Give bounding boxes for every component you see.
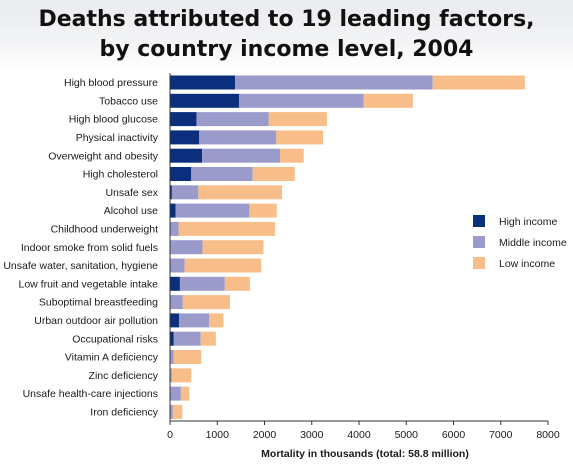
bar-segment-middle-income — [170, 295, 183, 310]
bar-segment-low-income — [180, 386, 190, 401]
bar-segment-middle-income — [235, 75, 433, 90]
category-label: Urban outdoor air pollution — [34, 315, 158, 327]
bar-segment-low-income — [276, 130, 324, 145]
bar-segment-low-income — [198, 185, 282, 200]
bar-segment-low-income — [432, 75, 525, 90]
x-axis-title: Mortality in thousands (total: 58.8 mill… — [261, 448, 469, 460]
category-label: Low fruit and vegetable intake — [18, 278, 158, 290]
bar-segment-low-income — [172, 404, 183, 419]
x-tick-label: 4000 — [347, 429, 371, 441]
legend-swatch-middle-income — [473, 236, 485, 248]
bar-segment-middle-income — [175, 203, 250, 218]
bar-segment-high-income — [170, 203, 176, 218]
x-tick-label: 6000 — [442, 429, 466, 441]
bar-segment-high-income — [170, 93, 239, 108]
category-label: Unsafe health-care injections — [23, 388, 158, 400]
category-label: Zinc deficiency — [89, 370, 159, 382]
category-label: Occupational risks — [72, 333, 158, 345]
bar-segment-middle-income — [170, 404, 173, 419]
bar-segment-middle-income — [170, 368, 172, 383]
bar-segment-low-income — [202, 240, 264, 255]
legend-swatch-low-income — [473, 257, 485, 269]
title-line-2: by country income level, 2004 — [99, 37, 474, 62]
x-tick-label: 0 — [167, 429, 173, 441]
bar-segment-high-income — [170, 75, 236, 90]
bar-segment-middle-income — [178, 313, 210, 328]
x-tick-label: 3000 — [300, 429, 324, 441]
category-label: High cholesterol — [83, 169, 158, 181]
bar-segment-low-income — [249, 203, 277, 218]
bar-segment-low-income — [173, 350, 202, 364]
x-tick-label: 2000 — [253, 429, 277, 441]
x-tick-label: 1000 — [206, 429, 230, 441]
category-label: Iron deficiency — [90, 407, 158, 419]
category-label: Tobacco use — [99, 95, 158, 107]
bar-segment-middle-income — [199, 130, 277, 145]
title-line-1: Deaths attributed to 19 leading factors, — [38, 7, 535, 32]
bar-segment-middle-income — [170, 258, 185, 273]
bar-segment-low-income — [224, 276, 250, 291]
legend-label-high-income: High income — [499, 216, 558, 228]
category-label: Alcohol use — [104, 205, 158, 217]
bar-segment-middle-income — [191, 167, 253, 181]
bar-segment-low-income — [252, 167, 295, 181]
legend-label-middle-income: Middle income — [499, 237, 567, 249]
category-label: High blood pressure — [64, 77, 158, 89]
legend-swatch-high-income — [473, 215, 485, 227]
bar-segment-low-income — [178, 221, 275, 236]
bar-segment-middle-income — [170, 350, 174, 364]
x-tick-label: 7000 — [489, 429, 513, 441]
x-tick-label: 8000 — [536, 429, 560, 441]
bar-segment-low-income — [363, 93, 413, 108]
bar-segment-high-income — [170, 167, 192, 181]
category-label: Suboptimal breastfeeding — [39, 297, 158, 309]
category-label: Indoor smoke from solid fuels — [21, 242, 158, 254]
bar-segment-low-income — [280, 148, 304, 163]
bar-segment-low-income — [268, 112, 327, 127]
bar-segment-middle-income — [238, 93, 364, 108]
bar-segment-middle-income — [179, 276, 225, 291]
bar-segment-middle-income — [170, 386, 181, 401]
category-label: Unsafe sex — [105, 187, 158, 199]
bar-segment-high-income — [170, 313, 179, 328]
bar-segment-low-income — [171, 368, 192, 383]
category-label: Unsafe water, sanitation, hygiene — [3, 260, 158, 272]
category-label: Childhood underweight — [51, 224, 158, 236]
title-background — [0, 0, 573, 70]
x-tick-label: 5000 — [395, 429, 419, 441]
category-label: High blood glucose — [69, 114, 158, 126]
category-label: Vitamin A deficiency — [65, 352, 159, 364]
bar-segment-high-income — [170, 276, 180, 291]
bar-segment-middle-income — [196, 112, 269, 127]
bar-segment-low-income — [182, 295, 231, 310]
bar-segment-middle-income — [173, 331, 201, 346]
bar-segment-middle-income — [171, 185, 199, 200]
bar-segment-low-income — [200, 331, 216, 346]
bar-segment-high-income — [170, 331, 174, 346]
chart-title: Deaths attributed to 19 leading factors,… — [0, 5, 573, 65]
bar-segment-middle-income — [170, 240, 203, 255]
bar-segment-high-income — [170, 112, 197, 127]
legend-label-low-income: Low income — [499, 258, 555, 270]
bar-segment-high-income — [170, 185, 172, 200]
bar-segment-high-income — [170, 130, 200, 145]
bar-segment-high-income — [170, 148, 203, 163]
category-label: Overweight and obesity — [48, 150, 158, 162]
bar-segment-middle-income — [170, 221, 179, 236]
bar-segment-low-income — [184, 258, 262, 273]
category-label: Physical inactivity — [76, 132, 159, 144]
bar-segment-low-income — [209, 313, 224, 328]
bar-segment-middle-income — [202, 148, 281, 163]
